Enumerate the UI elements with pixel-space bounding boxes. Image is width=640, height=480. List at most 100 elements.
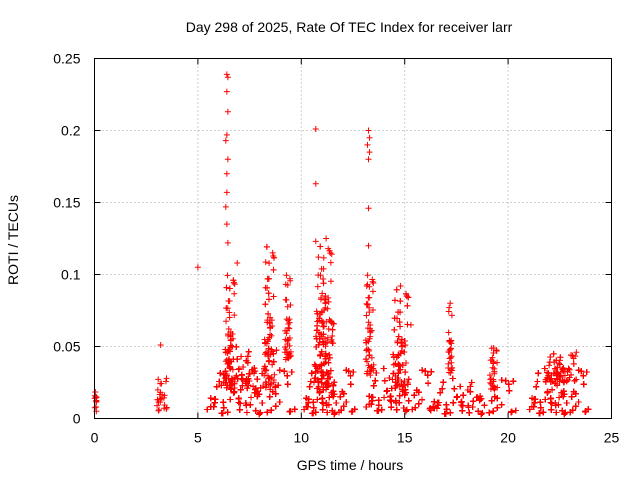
data-point bbox=[281, 368, 288, 375]
data-point bbox=[162, 378, 169, 385]
data-point bbox=[315, 254, 322, 261]
data-point bbox=[262, 339, 269, 346]
data-point bbox=[231, 290, 238, 297]
data-point bbox=[220, 404, 227, 411]
data-point bbox=[227, 342, 234, 349]
data-point bbox=[273, 347, 280, 354]
data-point bbox=[263, 243, 270, 250]
data-point bbox=[283, 272, 290, 279]
data-point bbox=[454, 393, 461, 400]
data-point bbox=[405, 397, 412, 404]
data-point bbox=[223, 318, 230, 325]
data-point bbox=[276, 398, 283, 405]
data-point bbox=[386, 375, 393, 382]
data-point bbox=[246, 378, 253, 385]
data-point bbox=[224, 409, 231, 416]
data-point bbox=[227, 337, 234, 344]
data-point bbox=[498, 401, 505, 408]
data-point bbox=[288, 368, 295, 375]
data-point bbox=[508, 408, 515, 415]
data-point bbox=[267, 386, 274, 393]
data-point bbox=[445, 329, 452, 336]
data-point bbox=[488, 397, 495, 404]
data-point bbox=[284, 381, 291, 388]
data-point bbox=[391, 326, 398, 333]
data-point bbox=[243, 357, 250, 364]
data-point bbox=[155, 407, 162, 414]
data-point bbox=[237, 386, 244, 393]
data-point bbox=[256, 411, 263, 418]
data-point bbox=[282, 336, 289, 343]
data-point bbox=[235, 399, 242, 406]
data-point bbox=[347, 381, 354, 388]
data-point bbox=[451, 385, 458, 392]
data-point bbox=[254, 376, 261, 383]
data-point bbox=[391, 297, 398, 304]
data-point bbox=[449, 375, 456, 382]
data-point bbox=[369, 394, 376, 401]
data-point bbox=[224, 349, 231, 356]
chart-title: Day 298 of 2025, Rate Of TEC Index for r… bbox=[186, 19, 513, 35]
data-point bbox=[232, 374, 239, 381]
data-point bbox=[92, 393, 99, 400]
data-point bbox=[458, 402, 465, 409]
data-point bbox=[216, 378, 223, 385]
data-point bbox=[221, 375, 228, 382]
data-point bbox=[494, 404, 501, 411]
data-point bbox=[425, 380, 432, 387]
data-point bbox=[223, 284, 230, 291]
data-point bbox=[434, 399, 441, 406]
data-point bbox=[488, 357, 495, 364]
data-point bbox=[320, 254, 327, 261]
data-point bbox=[389, 376, 396, 383]
data-point bbox=[364, 272, 371, 279]
data-point bbox=[226, 358, 233, 365]
data-point bbox=[388, 404, 395, 411]
data-point bbox=[257, 409, 264, 416]
data-point bbox=[154, 386, 161, 393]
data-point bbox=[284, 372, 291, 379]
data-point bbox=[269, 361, 276, 368]
data-point bbox=[317, 351, 324, 358]
data-point bbox=[433, 405, 440, 412]
data-point bbox=[237, 400, 244, 407]
data-point bbox=[265, 296, 272, 303]
data-point bbox=[494, 359, 501, 366]
data-point bbox=[283, 330, 290, 337]
data-point bbox=[287, 408, 294, 415]
data-point bbox=[286, 354, 293, 361]
data-point bbox=[246, 371, 253, 378]
data-point bbox=[163, 404, 170, 411]
data-point bbox=[387, 393, 394, 400]
data-point bbox=[326, 351, 333, 358]
data-point bbox=[314, 396, 321, 403]
data-point bbox=[270, 379, 277, 386]
data-point bbox=[324, 409, 331, 416]
data-point bbox=[367, 372, 374, 379]
data-point bbox=[327, 259, 334, 266]
data-point bbox=[226, 285, 233, 292]
data-point bbox=[270, 293, 277, 300]
data-point bbox=[212, 396, 219, 403]
data-point bbox=[457, 383, 464, 390]
data-point bbox=[262, 301, 269, 308]
data-point bbox=[470, 398, 477, 405]
data-point bbox=[238, 353, 245, 360]
data-point bbox=[204, 406, 211, 413]
data-point bbox=[486, 409, 493, 416]
data-point bbox=[506, 387, 513, 394]
data-point bbox=[310, 410, 317, 417]
data-point bbox=[269, 348, 276, 355]
data-point bbox=[229, 366, 236, 373]
data-point bbox=[268, 407, 275, 414]
data-point bbox=[224, 272, 231, 279]
data-point bbox=[266, 260, 273, 267]
data-point bbox=[218, 382, 225, 389]
data-point bbox=[240, 363, 247, 370]
data-point bbox=[419, 396, 426, 403]
data-point bbox=[284, 303, 291, 310]
data-point bbox=[419, 367, 426, 374]
data-point bbox=[284, 341, 291, 348]
data-point bbox=[265, 275, 272, 282]
